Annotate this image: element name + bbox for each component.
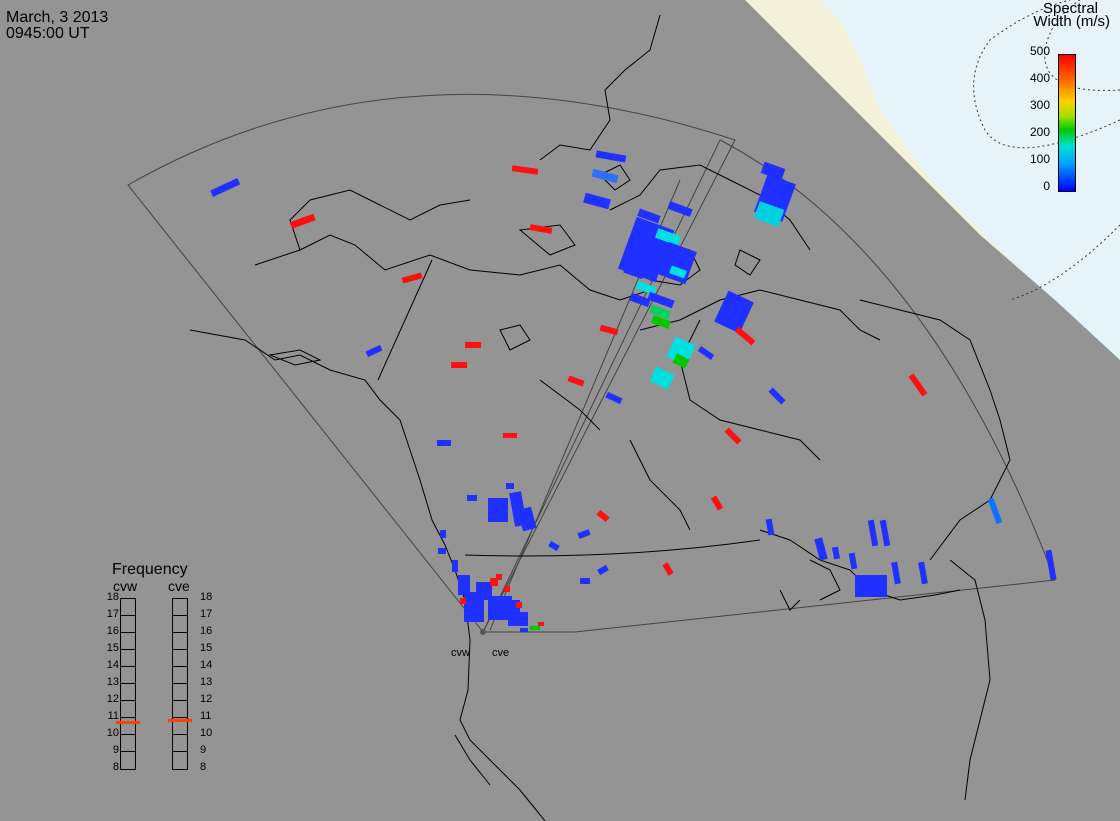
frequency-scale-label: 15 [200, 642, 213, 654]
colorbar-tick: 400 [1029, 71, 1050, 85]
frequency-cell [173, 735, 187, 752]
frequency-scale-label: 16 [106, 625, 119, 637]
map-time: 0945:00 UT [6, 25, 90, 42]
frequency-cell [173, 650, 187, 667]
frequency-title: Frequency [112, 561, 188, 578]
radar-site [480, 629, 486, 635]
frequency-cell [173, 684, 187, 701]
frequency-cell [121, 701, 135, 718]
frequency-scale-label: 12 [200, 693, 213, 705]
colorbar-tick: 0 [1043, 179, 1050, 193]
frequency-column-cvw [120, 598, 136, 770]
frequency-cell [173, 718, 187, 735]
frequency-cell [173, 667, 187, 684]
colorbar-title-line1: Spectral [1042, 0, 1098, 17]
frequency-radar-label: cvw [113, 578, 138, 594]
colorbar-tick: 300 [1029, 98, 1050, 112]
frequency-marker-cvw [116, 721, 140, 725]
frequency-cell [121, 650, 135, 667]
fov-west [127, 93, 736, 633]
frequency-scale-label: 11 [200, 710, 212, 722]
frequency-scale-label: 14 [200, 659, 213, 671]
map-date: March, 3 2013 [6, 9, 109, 26]
radar-label-cve: cve [492, 647, 510, 659]
frequency-scale-label: 13 [200, 676, 213, 688]
frequency-radar-label: cve [168, 578, 190, 594]
frequency-scale-label: 11 [107, 710, 119, 722]
frequency-cell [173, 599, 187, 616]
frequency-marker-cve [168, 719, 192, 723]
polar-region [820, 0, 1120, 360]
colorbar-tick: 200 [1029, 125, 1050, 139]
colorbar-title-line2: Width (m/s) [1033, 13, 1110, 30]
frequency-scale-label: 14 [106, 659, 119, 671]
radar-label-cvw: cvw [451, 647, 470, 659]
lat-circle-1 [1009, 224, 1120, 301]
boundaries [377, 259, 761, 557]
frequency-scale-label: 10 [200, 727, 213, 739]
frequency-scale-label: 18 [200, 591, 213, 603]
frequency-scale-label: 18 [106, 591, 119, 603]
frequency-scale-label: 12 [106, 693, 119, 705]
frequency-cell [173, 616, 187, 633]
colorbar-tick: 500 [1029, 44, 1050, 58]
frequency-scale-label: 13 [106, 676, 119, 688]
frequency-scale-label: 17 [106, 608, 119, 620]
frequency-cell [121, 599, 135, 616]
frequency-cell [121, 667, 135, 684]
frequency-scale-label: 8 [112, 761, 119, 773]
frequency-cell [121, 752, 135, 769]
frequency-cell [173, 752, 187, 769]
frequency-scale-label: 10 [106, 727, 119, 739]
frequency-cell [121, 633, 135, 650]
frequency-scale-label: 9 [112, 744, 119, 756]
frequency-scale-label: 8 [200, 761, 207, 773]
frequency-cell [173, 701, 187, 718]
frequency-scale-label: 9 [200, 744, 207, 756]
frequency-scale-label: 16 [200, 625, 213, 637]
backscatter-cells [210, 150, 1057, 632]
colorbar [1058, 54, 1076, 192]
colorbar-tick: 100 [1029, 152, 1050, 166]
frequency-cell [121, 684, 135, 701]
frequency-cell [173, 633, 187, 650]
lat-circle-2 [973, 0, 1120, 149]
frequency-column-cve [172, 598, 188, 770]
frequency-cell [121, 616, 135, 633]
frequency-scale-label: 15 [106, 642, 119, 654]
frequency-cell [121, 718, 135, 735]
frequency-scale-label: 17 [200, 608, 213, 620]
frequency-cell [121, 735, 135, 752]
